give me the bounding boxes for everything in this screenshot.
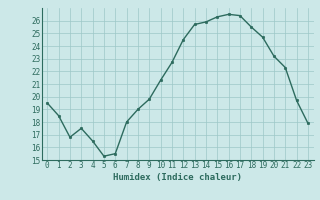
X-axis label: Humidex (Indice chaleur): Humidex (Indice chaleur) <box>113 173 242 182</box>
